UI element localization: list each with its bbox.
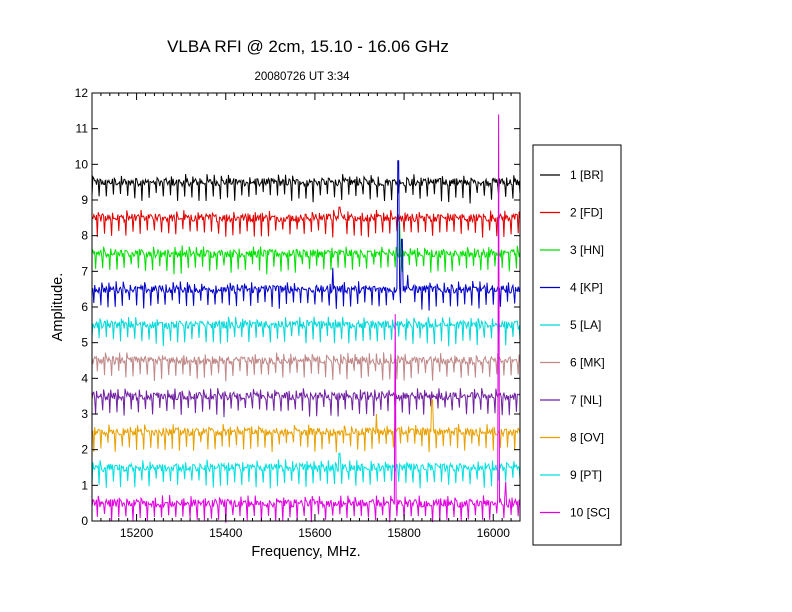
y-tick-label: 12 — [75, 86, 89, 100]
legend-label: 10 [SC] — [570, 506, 610, 520]
y-tick-label: 9 — [81, 193, 88, 207]
legend-label: 4 [KP] — [570, 281, 603, 295]
series-line-1 — [91, 173, 521, 204]
legend-box — [532, 144, 622, 546]
y-tick-label: 5 — [81, 336, 88, 350]
series-line-6 — [91, 352, 521, 382]
series-line-10 — [91, 114, 521, 523]
chart-title: VLBA RFI @ 2cm, 15.10 - 16.06 GHz — [167, 37, 449, 56]
y-tick-label: 3 — [81, 407, 88, 421]
x-tick-label: 15400 — [209, 526, 243, 540]
x-tick-label: 15800 — [387, 526, 421, 540]
y-axis-label: Amplitude. — [50, 273, 66, 342]
plot-frame — [91, 92, 521, 522]
legend-label: 9 [PT] — [570, 468, 602, 482]
y-tick-label: 11 — [76, 122, 89, 136]
legend-label: 5 [LA] — [570, 318, 601, 332]
y-tick-label: 8 — [81, 229, 88, 243]
y-tick-label: 1 — [81, 478, 88, 492]
legend-label: 6 [MK] — [570, 356, 605, 370]
x-tick-label: 15200 — [120, 526, 154, 540]
x-tick-label: 16000 — [477, 526, 511, 540]
y-tick-label: 6 — [81, 300, 88, 314]
series-line-7 — [91, 388, 521, 418]
legend-label: 1 [BR] — [570, 168, 603, 182]
y-tick-label: 2 — [81, 443, 88, 457]
y-tick-label: 0 — [81, 514, 88, 528]
series-line-5 — [91, 316, 521, 347]
y-tick-label: 7 — [81, 264, 88, 278]
series-line-8 — [91, 399, 521, 453]
legend-label: 3 [HN] — [570, 243, 604, 257]
legend: 1 [BR] 2 [FD] 3 [HN] 4 [KP] 5 [LA] 6 [MK] 7 [N… — [540, 168, 610, 520]
legend-label: 7 [NL] — [570, 393, 602, 407]
legend-label: 8 [OV] — [570, 431, 604, 445]
x-tick-label: 15600 — [298, 526, 332, 540]
y-tick-label: 10 — [75, 157, 89, 171]
series-layer — [91, 114, 521, 523]
x-axis-label: Frequency, MHz. — [251, 544, 360, 560]
y-tick-label: 4 — [81, 371, 88, 385]
series-line-9 — [91, 452, 521, 489]
series-line-3 — [91, 221, 521, 275]
legend-label: 2 [FD] — [570, 206, 603, 220]
chart-subtitle: 20080726 UT 3:34 — [254, 71, 350, 83]
series-line-4 — [91, 160, 521, 311]
series-line-2 — [91, 206, 521, 238]
